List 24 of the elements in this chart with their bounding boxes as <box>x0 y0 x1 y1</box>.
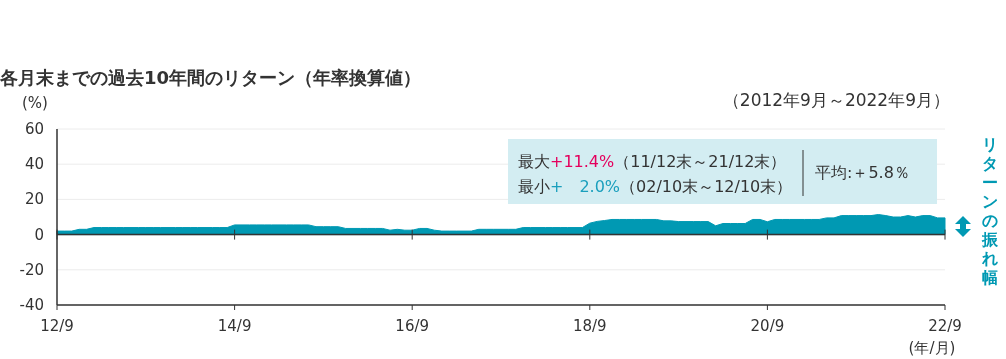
annotation: + 2.0% <box>550 177 621 196</box>
annotation: （02/10末～12/10末） <box>620 177 793 196</box>
annotation: +11.4% <box>550 152 615 171</box>
x-tick-label: 14/9 <box>217 317 252 335</box>
x-axis-title: (年/月) <box>908 339 956 357</box>
annotation: 最小 <box>518 177 550 196</box>
y-tick-label: 0 <box>34 225 44 244</box>
y-tick-label: 60 <box>24 120 44 138</box>
x-tick-label: 20/9 <box>750 317 785 335</box>
y-axis-title: (%) <box>22 94 48 112</box>
annotation: （11/12末～21/12末） <box>614 152 787 171</box>
x-tick-label: 16/9 <box>395 317 430 335</box>
y-tick-label: -20 <box>19 260 44 279</box>
y-tick-label: 20 <box>24 190 44 209</box>
x-tick-label: 22/9 <box>928 317 962 335</box>
text: リターンの振れ幅 <box>981 135 999 287</box>
x-tick-label: 18/9 <box>572 317 607 335</box>
annotation: 平均:＋5.8％ <box>815 163 910 182</box>
x-tick-label: 12/9 <box>40 317 74 335</box>
chart-title: 各月末までの過去10年間のリターン（年率換算値） <box>0 67 422 88</box>
chart-subtitle: （2012年9月～2022年9月） <box>722 90 950 110</box>
y-tick-label: 40 <box>24 155 44 174</box>
y-tick-label: -40 <box>19 296 44 314</box>
annotation: 最大 <box>518 152 550 171</box>
